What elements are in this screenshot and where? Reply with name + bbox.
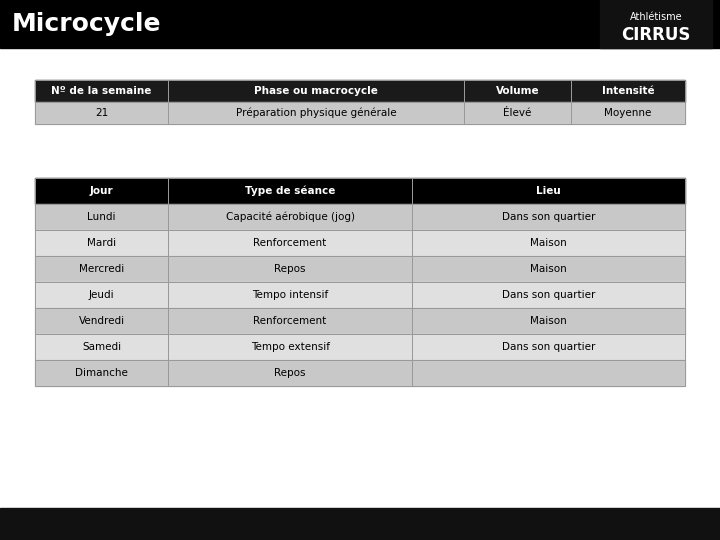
- Text: Microcycle: Microcycle: [12, 12, 161, 36]
- Bar: [168, 230, 412, 256]
- Bar: [168, 282, 412, 308]
- Text: Type de séance: Type de séance: [245, 186, 336, 196]
- Text: Phase ou macrocycle: Phase ou macrocycle: [254, 86, 378, 96]
- Bar: [35, 80, 168, 102]
- Bar: [168, 334, 412, 360]
- Bar: [464, 102, 571, 124]
- Text: Intensité: Intensité: [602, 86, 654, 96]
- Bar: [600, 0, 712, 48]
- Bar: [412, 178, 685, 204]
- Text: Renforcement: Renforcement: [253, 316, 327, 326]
- Bar: [0, 508, 720, 540]
- Bar: [412, 282, 685, 308]
- Bar: [35, 308, 685, 334]
- Bar: [464, 80, 571, 102]
- Text: Dimanche: Dimanche: [75, 368, 128, 378]
- Bar: [571, 102, 685, 124]
- Bar: [412, 256, 685, 282]
- Bar: [571, 80, 685, 102]
- Bar: [168, 204, 412, 230]
- Text: 21: 21: [95, 108, 108, 118]
- Bar: [35, 256, 685, 282]
- Text: Élevé: Élevé: [503, 108, 532, 118]
- Text: Samedi: Samedi: [82, 342, 121, 352]
- Text: Capacité aérobique (jog): Capacité aérobique (jog): [225, 212, 355, 222]
- Bar: [35, 178, 168, 204]
- Bar: [35, 334, 168, 360]
- Text: Athlétisme: Athlétisme: [630, 12, 683, 22]
- Bar: [168, 360, 412, 386]
- Text: Maison: Maison: [530, 264, 567, 274]
- Bar: [35, 360, 685, 386]
- Text: Lundi: Lundi: [87, 212, 116, 222]
- Text: Mercredi: Mercredi: [79, 264, 125, 274]
- Text: Lieu: Lieu: [536, 186, 561, 196]
- Bar: [412, 360, 685, 386]
- Text: Maison: Maison: [530, 238, 567, 248]
- Text: Jour: Jour: [90, 186, 114, 196]
- Bar: [35, 204, 168, 230]
- Bar: [35, 230, 685, 256]
- Bar: [35, 80, 685, 102]
- Text: Dans son quartier: Dans son quartier: [502, 342, 595, 352]
- Text: CIRRUS: CIRRUS: [621, 25, 690, 44]
- Text: Jeudi: Jeudi: [89, 290, 114, 300]
- Text: Préparation physique générale: Préparation physique générale: [236, 108, 397, 118]
- Bar: [35, 282, 685, 308]
- Bar: [35, 256, 168, 282]
- Bar: [35, 230, 168, 256]
- Bar: [168, 178, 412, 204]
- Bar: [35, 334, 685, 360]
- Text: Renforcement: Renforcement: [253, 238, 327, 248]
- Text: Tempo extensif: Tempo extensif: [251, 342, 330, 352]
- Bar: [35, 308, 168, 334]
- Bar: [35, 102, 685, 124]
- Bar: [412, 308, 685, 334]
- Text: Mardi: Mardi: [87, 238, 116, 248]
- Text: Volume: Volume: [496, 86, 539, 96]
- Bar: [168, 80, 464, 102]
- Text: Moyenne: Moyenne: [604, 108, 652, 118]
- Bar: [35, 204, 685, 230]
- Text: Maison: Maison: [530, 316, 567, 326]
- Text: Nº de la semaine: Nº de la semaine: [51, 86, 152, 96]
- Bar: [35, 102, 168, 124]
- Bar: [168, 102, 464, 124]
- Bar: [412, 230, 685, 256]
- Bar: [412, 204, 685, 230]
- Text: Dans son quartier: Dans son quartier: [502, 290, 595, 300]
- Bar: [168, 308, 412, 334]
- Text: Repos: Repos: [274, 368, 306, 378]
- Bar: [412, 334, 685, 360]
- Text: Dans son quartier: Dans son quartier: [502, 212, 595, 222]
- Text: Vendredi: Vendredi: [78, 316, 125, 326]
- Bar: [35, 282, 168, 308]
- Bar: [35, 178, 685, 204]
- Bar: [0, 0, 720, 48]
- Bar: [168, 256, 412, 282]
- Text: Repos: Repos: [274, 264, 306, 274]
- Text: Tempo intensif: Tempo intensif: [252, 290, 328, 300]
- Bar: [35, 360, 168, 386]
